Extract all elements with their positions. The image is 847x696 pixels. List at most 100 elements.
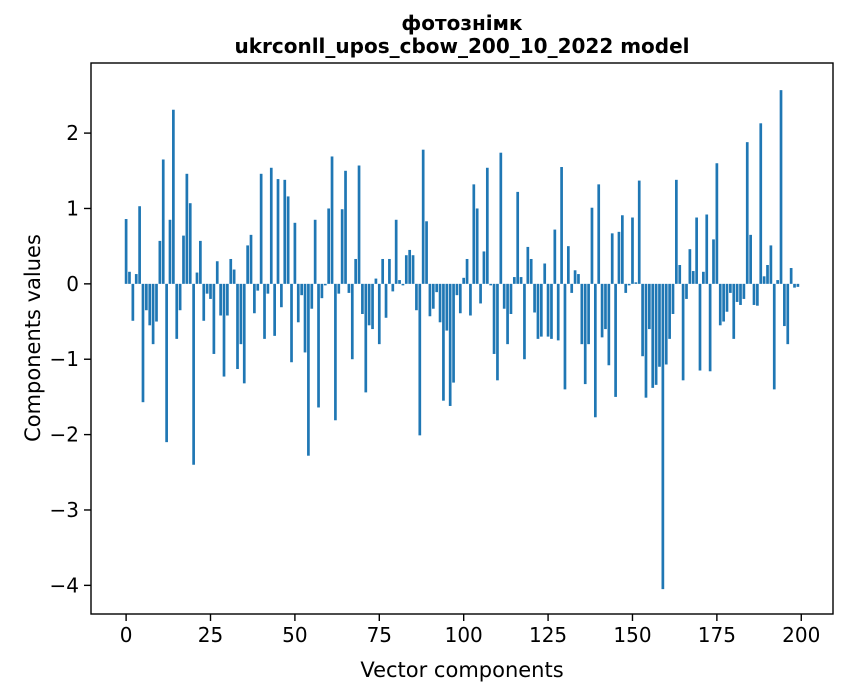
vector-bar xyxy=(266,283,270,294)
vector-bar xyxy=(725,283,729,312)
vector-bar xyxy=(455,283,459,296)
vector-bar xyxy=(546,283,550,337)
vector-bar xyxy=(776,280,779,284)
vector-bar xyxy=(232,269,236,284)
vector-bar xyxy=(215,261,219,284)
vector-bar xyxy=(718,283,722,326)
vector-bar xyxy=(246,245,249,284)
vector-bar xyxy=(364,283,368,393)
vector-bar xyxy=(350,283,354,360)
vector-bar xyxy=(485,167,489,284)
vector-bar xyxy=(648,283,651,330)
vector-bar xyxy=(678,265,682,284)
vector-bar xyxy=(739,283,742,305)
vector-bar xyxy=(138,206,141,284)
vector-bar xyxy=(749,234,752,284)
vector-bar xyxy=(185,173,189,284)
vector-bar xyxy=(573,270,577,284)
vector-bar xyxy=(526,246,530,284)
vector-bar xyxy=(614,283,617,397)
vector-bar xyxy=(742,283,746,299)
vector-bar xyxy=(155,283,158,322)
vector-bar xyxy=(428,283,432,317)
vector-bar xyxy=(664,283,668,365)
vector-bar xyxy=(361,283,364,314)
vector-bar xyxy=(199,240,202,284)
vector-bar xyxy=(229,258,233,284)
vector-bar xyxy=(536,283,540,339)
vector-bar xyxy=(141,283,145,403)
vector-bar xyxy=(431,283,435,309)
vector-bar xyxy=(344,170,347,284)
bars-group xyxy=(124,90,800,590)
vector-bar xyxy=(404,255,408,284)
vector-bar xyxy=(273,283,276,336)
axes-spines xyxy=(90,62,834,615)
vector-bar xyxy=(772,283,776,390)
vector-bar xyxy=(209,283,212,299)
vector-bar xyxy=(722,283,725,322)
vector-bar xyxy=(145,283,148,311)
vector-bar xyxy=(415,283,418,311)
vector-bar xyxy=(425,221,428,284)
vector-bar xyxy=(519,277,523,284)
vector-bar xyxy=(529,258,533,284)
vector-bar xyxy=(401,283,405,286)
vector-bar xyxy=(756,283,759,306)
vector-bar xyxy=(543,263,547,284)
vector-bar xyxy=(307,283,310,456)
vector-bar xyxy=(621,215,624,284)
vector-bar xyxy=(550,283,553,339)
chart-title: фотознімк xyxy=(401,11,523,35)
vector-bar xyxy=(286,196,290,284)
vector-bar xyxy=(570,283,574,293)
vector-bar xyxy=(668,283,671,339)
vector-bar xyxy=(242,283,246,384)
vector-bar xyxy=(202,283,206,321)
vector-bar xyxy=(617,231,621,284)
vector-bar xyxy=(317,283,320,408)
vector-bar xyxy=(290,283,293,363)
vector-bar xyxy=(161,159,165,284)
vector-bar xyxy=(280,283,283,308)
vector-bar xyxy=(715,163,719,284)
vector-bar xyxy=(148,283,152,326)
vector-bar xyxy=(462,277,466,284)
vector-bar xyxy=(610,233,614,284)
vector-bar xyxy=(479,283,482,304)
vector-bar xyxy=(300,283,303,296)
vector-bar xyxy=(354,258,358,284)
vector-bar xyxy=(472,184,476,284)
vector-bar xyxy=(523,283,526,360)
vector-bar xyxy=(388,258,391,284)
x-tick-label: 150 xyxy=(613,623,651,647)
vector-bar xyxy=(367,283,371,326)
vector-bar xyxy=(600,283,604,338)
x-axis-label: Vector components xyxy=(360,658,563,682)
vector-bar xyxy=(236,283,239,370)
vector-bar xyxy=(577,274,580,284)
vector-bar xyxy=(408,249,412,284)
vector-bar xyxy=(418,283,422,436)
vector-bar xyxy=(158,240,162,284)
vector-bar xyxy=(269,167,273,284)
vector-bar xyxy=(691,271,695,284)
vector-bar xyxy=(128,271,131,284)
vector-bar xyxy=(134,274,138,284)
vector-bar xyxy=(205,283,209,294)
vector-bar xyxy=(151,283,155,345)
vector-bar xyxy=(698,283,702,371)
x-tick-label: 25 xyxy=(198,623,223,647)
vector-bar xyxy=(675,179,678,284)
vector-bar xyxy=(506,283,509,345)
vector-bar xyxy=(512,277,516,284)
vector-bar xyxy=(182,235,185,284)
chart-subtitle: ukrconll_upos_cbow_200_10_2022 model xyxy=(234,34,689,58)
vector-bar xyxy=(516,191,520,284)
vector-bar xyxy=(192,283,195,465)
vector-bar xyxy=(296,283,300,323)
vector-bar xyxy=(502,283,506,309)
vector-bar xyxy=(377,283,381,345)
vector-bar xyxy=(705,214,709,284)
